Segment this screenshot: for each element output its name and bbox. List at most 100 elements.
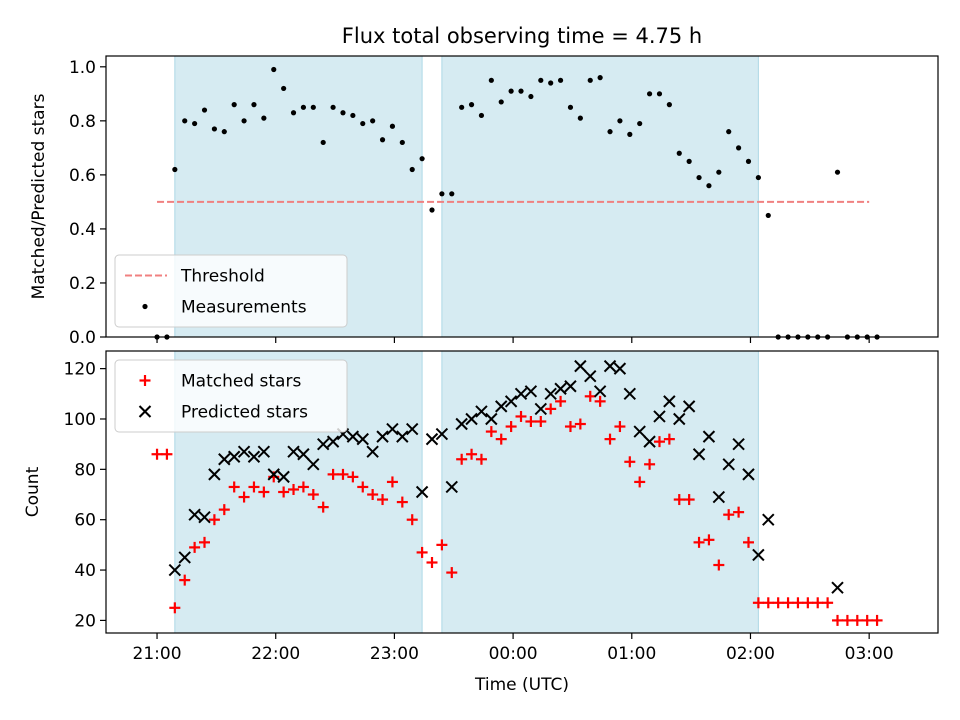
data-point: [762, 513, 775, 526]
data-point: [419, 156, 425, 162]
data-point: [683, 494, 695, 506]
data-point: [198, 510, 211, 524]
data-point: [287, 445, 300, 458]
data-point: [468, 102, 475, 108]
data-point: [475, 453, 487, 465]
data-point: [822, 597, 834, 609]
data-point: [634, 476, 646, 488]
data-point: [340, 110, 346, 116]
data-point: [676, 150, 682, 156]
data-point: [505, 421, 517, 433]
axes-frame: [105, 55, 939, 338]
data-point: [673, 412, 686, 426]
data-point: [666, 102, 672, 108]
data-point: [495, 433, 507, 445]
data-point: [429, 207, 435, 213]
data-point: [567, 104, 574, 110]
x-tick-label: 03:00: [845, 644, 894, 664]
data-point: [297, 481, 309, 493]
data-point: [584, 369, 597, 383]
data-point: [624, 456, 636, 468]
data-point: [633, 425, 646, 438]
data-point: [538, 77, 544, 83]
series-measurements: [154, 66, 880, 340]
legend-label: Threshold: [180, 267, 265, 287]
data-point: [653, 410, 666, 423]
data-point: [377, 494, 389, 506]
data-point: [218, 453, 231, 466]
data-point: [466, 448, 478, 460]
data-point: [237, 445, 251, 458]
y-axis-label: Matched/Predicted stars: [29, 93, 49, 299]
data-point: [350, 112, 356, 119]
data-point: [297, 448, 310, 461]
data-point: [716, 169, 722, 175]
data-point: [161, 448, 173, 460]
data-point: [663, 395, 676, 408]
data-point: [515, 410, 527, 422]
data-point: [514, 387, 528, 401]
data-point: [594, 395, 606, 407]
data-point: [281, 85, 287, 92]
data-point: [597, 75, 603, 81]
data-point: [554, 382, 567, 395]
data-point: [762, 597, 774, 609]
data-point: [772, 597, 784, 609]
data-point: [307, 489, 319, 501]
data-point: [613, 362, 627, 375]
y-axis: 0.0 0.2 0.4 0.6 0.8 1.0: [69, 58, 106, 348]
y-tick-label: 120: [64, 360, 96, 380]
data-point: [406, 422, 419, 436]
data-point: [179, 574, 191, 586]
data-point: [396, 496, 408, 508]
legend-swatch: [138, 405, 152, 418]
y-axis: 20 40 60 80 100 120: [64, 360, 106, 631]
observing-window-2: [441, 351, 759, 633]
data-point: [360, 120, 366, 127]
data-point: [277, 470, 290, 484]
data-point: [208, 514, 220, 526]
data-point: [247, 450, 261, 463]
data-point: [564, 421, 576, 433]
y-tick-label: 0.2: [69, 274, 96, 294]
y-axis-label: Count: [23, 466, 43, 517]
data-point: [812, 597, 824, 609]
data-point: [370, 118, 376, 124]
data-point: [792, 597, 804, 609]
data-point: [386, 422, 399, 436]
data-point: [399, 139, 405, 146]
data-point: [545, 403, 557, 415]
data-point: [416, 546, 428, 558]
data-point: [182, 118, 188, 124]
y-tick-label: 0.6: [69, 166, 96, 186]
y-tick-label: 100: [64, 410, 96, 430]
data-point: [211, 126, 218, 132]
data-point: [702, 430, 716, 443]
data-point: [238, 491, 250, 503]
data-point: [574, 359, 587, 373]
data-point: [544, 387, 557, 401]
series-matched-stars: [151, 390, 883, 626]
data-point: [723, 509, 735, 521]
data-point: [534, 402, 547, 416]
data-point: [251, 102, 257, 108]
series-predicted-stars: [168, 359, 844, 594]
data-point: [475, 405, 488, 418]
data-point: [449, 191, 455, 197]
y-tick-label: 20: [74, 611, 96, 631]
observing-window-2: [441, 56, 759, 337]
data-point: [316, 437, 330, 451]
data-point: [644, 458, 656, 470]
data-point: [736, 145, 742, 151]
data-point: [485, 426, 497, 438]
data-point: [326, 435, 340, 448]
data-point: [525, 416, 537, 427]
data-point: [396, 430, 409, 443]
data-point: [686, 158, 692, 164]
plot-area: [157, 56, 870, 337]
data-point: [257, 445, 271, 458]
data-point: [261, 115, 267, 121]
data-point: [504, 395, 518, 408]
legend-box: [114, 359, 348, 433]
data-point: [831, 581, 844, 594]
